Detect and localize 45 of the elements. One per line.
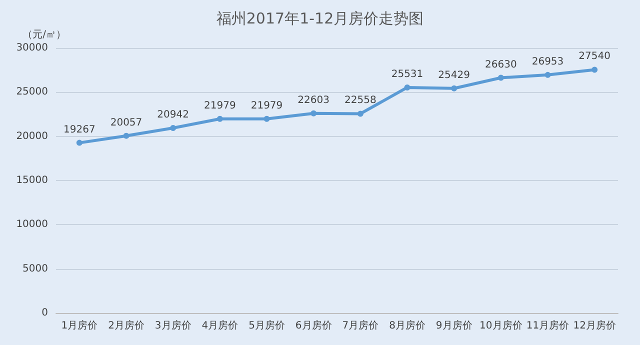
data-label: 25429 [438, 70, 470, 81]
data-label: 22603 [298, 94, 330, 106]
point [544, 72, 551, 78]
data-label: 21979 [204, 100, 236, 112]
point [123, 132, 130, 139]
data-label: 22558 [344, 95, 376, 106]
y-tick-label: 10000 [16, 219, 48, 230]
data-label: 20057 [110, 117, 142, 128]
x-tick-label: 4月房价 [202, 320, 238, 332]
x-tick-label: 3月房价 [154, 320, 192, 332]
y-axis-title: （元/㎡） [22, 30, 66, 40]
x-tick-label: 9月房价 [436, 320, 472, 332]
point [264, 116, 270, 122]
point [404, 84, 410, 90]
x-tick-label: 2月房价 [108, 320, 144, 332]
x-tick-label: 8月房价 [389, 320, 426, 332]
data-label: 21979 [250, 100, 283, 112]
data-label: 26630 [485, 59, 517, 70]
point [451, 85, 458, 92]
x-tick-label: 5月房价 [248, 320, 285, 332]
point [357, 110, 364, 117]
point [498, 74, 504, 81]
data-label: 19267 [64, 124, 96, 136]
data-label: 27540 [578, 51, 610, 62]
x-tick-label: 7月房价 [342, 320, 379, 332]
point [170, 125, 176, 132]
x-tick-label: 12月房价 [573, 320, 616, 332]
data-label: 26953 [532, 56, 564, 68]
x-tick-label: 10月房价 [480, 320, 522, 332]
point [592, 66, 598, 73]
y-tick-label: 25000 [16, 86, 48, 98]
y-tick-label: 5000 [22, 263, 48, 274]
y-tick-label: 20000 [16, 130, 48, 142]
y-tick-label: 30000 [16, 42, 48, 54]
x-tick-label: 1月房价 [61, 320, 98, 332]
y-tick-label: 0 [42, 308, 48, 318]
data-label: 25531 [391, 68, 424, 80]
chart-title: 福州2017年1-12月房价走势图 [216, 10, 424, 28]
data-label: 20942 [157, 110, 189, 121]
point [310, 110, 317, 116]
point [76, 140, 82, 146]
x-tick-label: 11月房价 [526, 320, 570, 332]
point [216, 116, 223, 122]
y-tick-label: 15000 [16, 175, 48, 186]
x-tick-label: 6月房价 [295, 320, 332, 332]
